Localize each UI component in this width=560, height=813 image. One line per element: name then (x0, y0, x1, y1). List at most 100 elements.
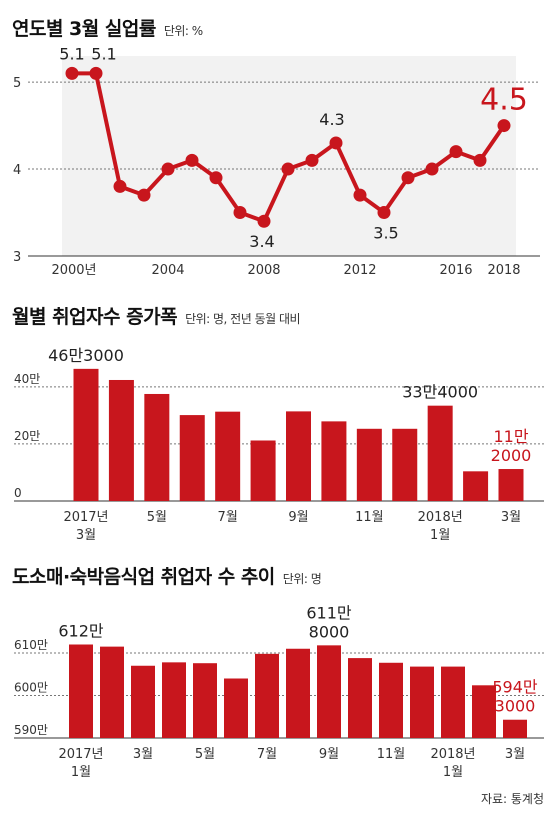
chart3-bar (162, 662, 186, 738)
chart1-point (281, 162, 295, 176)
chart1-point (401, 171, 415, 185)
chart1-point (185, 153, 199, 167)
chart2-x-tick-label: 3월 (501, 510, 521, 525)
chart1-plot-area (62, 56, 516, 256)
source-note: 자료: 통계청 (480, 792, 544, 806)
chart3-bar (348, 658, 372, 738)
chart3-bar (441, 666, 465, 738)
chart1-data-label: 4.5 (480, 83, 528, 118)
chart3-title-row: 도소매·숙박음식업 취업자 수 추이 단위: 명 (12, 562, 322, 589)
chart2-bar (215, 411, 241, 501)
chart3-x-tick-label: 11월 (377, 747, 406, 762)
chart3-x-tick-label: 5월 (195, 747, 215, 762)
chart2-unit: 단위: 명, 전년 동월 대비 (185, 312, 301, 326)
chart3-bar (224, 678, 248, 738)
chart3-unit: 단위: 명 (282, 572, 322, 586)
chart2-data-label: 33만4000 (402, 383, 478, 402)
chart3-data-label: 611만 (306, 603, 352, 622)
chart3-bar (472, 685, 496, 738)
chart1-data-label: 5.1 (59, 44, 84, 63)
chart1-point (377, 206, 391, 220)
chart1-point (353, 188, 367, 202)
chart2-bar (463, 471, 489, 501)
chart2-x-tick-label: 9월 (288, 510, 308, 525)
employment-increase-bar-chart: 0 20만 40만 2017년 3월 5월 7월 9월 11월 2018년 1월 3월 46만3000 3… (14, 346, 544, 543)
chart1-point (425, 162, 439, 176)
chart1-point (497, 119, 511, 133)
chart1-title: 연도별 3월 실업률 (12, 18, 156, 40)
chart1-point (161, 162, 175, 176)
chart3-x-tick-label: 2018년 (430, 747, 475, 762)
chart2-data-label: 46만3000 (48, 346, 124, 365)
chart1-x-tick-label: 2018 (487, 263, 520, 278)
chart3-data-label: 3000 (495, 697, 536, 716)
chart2-y-tick-label: 0 (14, 486, 22, 500)
chart1-point (113, 179, 127, 193)
chart3-title: 도소매·숙박음식업 취업자 수 추이 (12, 566, 275, 588)
chart3-x-tick-label: 1월 (71, 765, 91, 780)
chart2-x-tick-label: 7월 (218, 510, 238, 525)
chart1-x-tick-label: 2008 (247, 263, 280, 278)
chart1-x-tick-label: 2000년 (51, 263, 96, 278)
chart1-point (305, 153, 319, 167)
chart3-x-tick-label: 7월 (257, 747, 277, 762)
chart1-x-tick-label: 2016 (439, 263, 472, 278)
chart3-y-tick-label: 610만 (14, 638, 48, 652)
chart2-bar (250, 440, 276, 501)
chart1-point (65, 66, 79, 80)
chart3-bar (193, 663, 217, 738)
chart3-bar (131, 665, 155, 738)
chart2-bar (392, 428, 418, 501)
chart3-bar (100, 646, 124, 738)
chart1-unit: 단위: % (163, 24, 203, 38)
chart3-bar (379, 662, 403, 738)
chart1-data-label: 3.5 (373, 224, 398, 243)
chart2-x-tick-label: 2017년 (63, 510, 108, 525)
chart2-data-label: 2000 (491, 446, 532, 465)
chart2-x-tick-label: 5월 (147, 510, 167, 525)
chart2-bar (144, 393, 170, 501)
chart1-y-tick-label: 3 (13, 250, 21, 265)
unemployment-line-chart: 3 4 5 2000년 2004 2008 2012 2016 2018 5.1 5.1 3.4 4.3… (13, 44, 540, 278)
chart3-x-tick-label: 9월 (319, 747, 339, 762)
chart1-y-tick-label: 4 (13, 163, 21, 178)
chart1-point (473, 153, 487, 167)
chart2-x-tick-label: 2018년 (418, 510, 463, 525)
chart1-data-label: 4.3 (319, 110, 344, 129)
chart2-bar (179, 415, 205, 501)
chart1-point (137, 188, 151, 202)
chart3-x-tick-label: 1월 (443, 765, 463, 780)
chart3-bar (503, 719, 527, 738)
chart1-x-tick-label: 2004 (151, 263, 184, 278)
chart1-title-row: 연도별 3월 실업률 단위: % (12, 14, 203, 41)
chart3-x-tick-label: 3월 (505, 747, 525, 762)
chart3-bar (69, 644, 93, 738)
chart2-bar (73, 368, 99, 501)
chart2-title: 월별 취업자수 증가폭 (12, 306, 178, 328)
chart1-data-label: 5.1 (91, 44, 116, 63)
chart1-point (233, 206, 247, 220)
chart1-y-tick-label: 5 (13, 76, 21, 91)
chart1-point (329, 136, 343, 150)
chart2-x-tick-label: 11월 (355, 510, 384, 525)
chart3-bar (286, 648, 310, 738)
chart3-bar (317, 645, 341, 738)
chart1-x-tick-label: 2012 (343, 263, 376, 278)
chart3-bar (410, 666, 434, 738)
chart2-y-tick-label: 20만 (14, 429, 40, 443)
chart1-data-label: 3.4 (249, 232, 274, 251)
chart3-data-label: 594만 (492, 678, 538, 697)
chart3-x-tick-label: 3월 (133, 747, 153, 762)
chart1-point (209, 171, 223, 185)
chart3-y-tick-label: 590만 (14, 723, 48, 737)
chart3-data-label: 612만 (58, 622, 104, 641)
chart1-point (89, 66, 103, 80)
chart3-bar (255, 653, 279, 738)
chart2-bar (427, 405, 453, 501)
chart2-data-label: 11만 (493, 427, 528, 446)
chart3-y-tick-label: 600만 (14, 681, 48, 695)
chart1-point (257, 214, 271, 228)
chart2-bar (286, 411, 311, 501)
chart2-bar (498, 469, 524, 501)
